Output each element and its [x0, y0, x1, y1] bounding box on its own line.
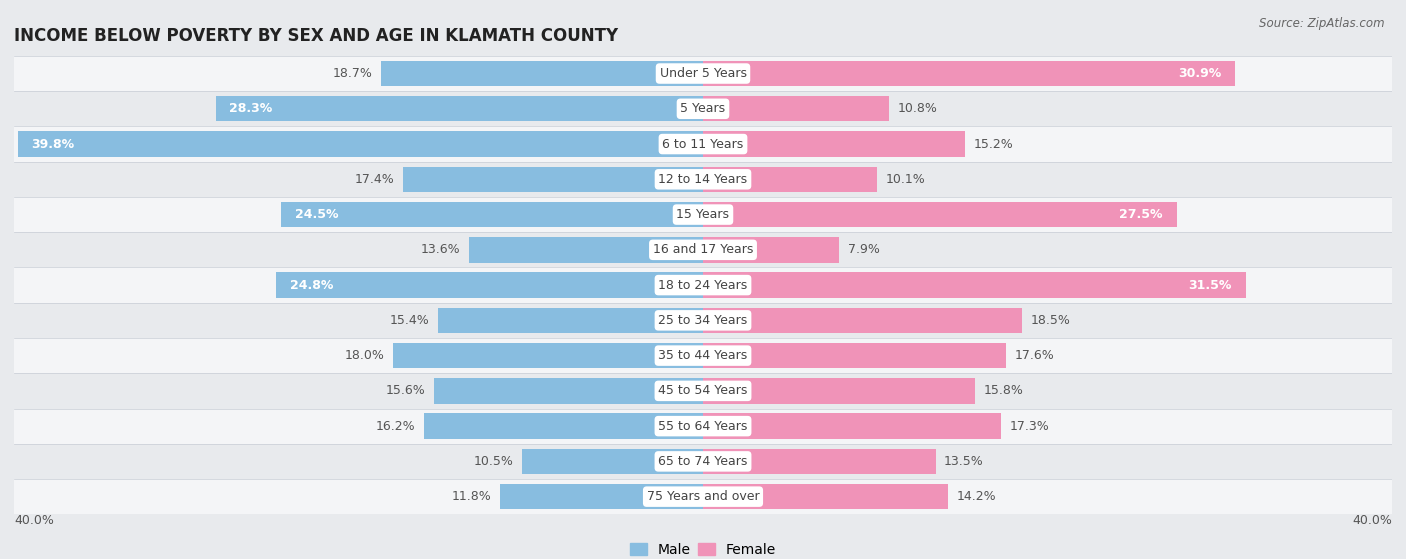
Bar	[425, 414, 703, 439]
Text: Source: ZipAtlas.com: Source: ZipAtlas.com	[1260, 17, 1385, 30]
Bar	[703, 307, 1022, 333]
Text: 11.8%: 11.8%	[451, 490, 491, 503]
Text: 15.2%: 15.2%	[973, 138, 1014, 150]
Bar	[703, 272, 1246, 298]
Bar	[14, 409, 1392, 444]
Text: 27.5%: 27.5%	[1119, 208, 1163, 221]
Text: 14.2%: 14.2%	[956, 490, 995, 503]
Bar	[434, 378, 703, 404]
Bar	[14, 338, 1392, 373]
Bar	[14, 197, 1392, 232]
Text: 24.5%: 24.5%	[295, 208, 339, 221]
Bar	[14, 56, 1392, 91]
Text: 15.8%: 15.8%	[984, 385, 1024, 397]
Text: 10.8%: 10.8%	[897, 102, 938, 115]
Bar	[14, 267, 1392, 303]
Text: 65 to 74 Years: 65 to 74 Years	[658, 455, 748, 468]
Text: 17.3%: 17.3%	[1010, 420, 1049, 433]
Legend: Male, Female: Male, Female	[624, 537, 782, 559]
Bar	[14, 232, 1392, 267]
Text: 10.1%: 10.1%	[886, 173, 925, 186]
Text: 16 and 17 Years: 16 and 17 Years	[652, 243, 754, 257]
Text: 24.8%: 24.8%	[290, 278, 333, 292]
Text: 31.5%: 31.5%	[1188, 278, 1232, 292]
Text: 15.6%: 15.6%	[387, 385, 426, 397]
Text: 13.6%: 13.6%	[420, 243, 460, 257]
Text: 75 Years and over: 75 Years and over	[647, 490, 759, 503]
Bar	[404, 167, 703, 192]
Bar	[14, 126, 1392, 162]
Text: 13.5%: 13.5%	[945, 455, 984, 468]
Text: 18 to 24 Years: 18 to 24 Years	[658, 278, 748, 292]
Text: 45 to 54 Years: 45 to 54 Years	[658, 385, 748, 397]
Bar	[703, 61, 1236, 86]
Text: 18.7%: 18.7%	[332, 67, 373, 80]
Text: 5 Years: 5 Years	[681, 102, 725, 115]
Bar	[276, 272, 703, 298]
Bar	[215, 96, 703, 121]
Bar	[703, 484, 948, 509]
Text: 16.2%: 16.2%	[375, 420, 415, 433]
Bar	[703, 131, 965, 157]
Bar	[392, 343, 703, 368]
Bar	[703, 449, 935, 474]
Bar	[14, 91, 1392, 126]
Text: INCOME BELOW POVERTY BY SEX AND AGE IN KLAMATH COUNTY: INCOME BELOW POVERTY BY SEX AND AGE IN K…	[14, 27, 619, 45]
Text: 15 Years: 15 Years	[676, 208, 730, 221]
Text: 30.9%: 30.9%	[1178, 67, 1222, 80]
Text: 39.8%: 39.8%	[31, 138, 75, 150]
Text: 18.5%: 18.5%	[1031, 314, 1070, 327]
Text: 55 to 64 Years: 55 to 64 Years	[658, 420, 748, 433]
Text: 35 to 44 Years: 35 to 44 Years	[658, 349, 748, 362]
Bar	[703, 202, 1177, 228]
Bar	[703, 378, 976, 404]
Bar	[381, 61, 703, 86]
Text: 40.0%: 40.0%	[14, 514, 53, 527]
Bar	[703, 96, 889, 121]
Text: Under 5 Years: Under 5 Years	[659, 67, 747, 80]
Text: 17.6%: 17.6%	[1015, 349, 1054, 362]
Bar	[14, 303, 1392, 338]
Bar	[522, 449, 703, 474]
Text: 6 to 11 Years: 6 to 11 Years	[662, 138, 744, 150]
Bar	[703, 414, 1001, 439]
Text: 7.9%: 7.9%	[848, 243, 880, 257]
Bar	[468, 237, 703, 263]
Bar	[14, 162, 1392, 197]
Text: 25 to 34 Years: 25 to 34 Years	[658, 314, 748, 327]
Bar	[703, 167, 877, 192]
Text: 40.0%: 40.0%	[1353, 514, 1392, 527]
Bar	[14, 479, 1392, 514]
Bar	[437, 307, 703, 333]
Bar	[14, 444, 1392, 479]
Bar	[281, 202, 703, 228]
Bar	[17, 131, 703, 157]
Bar	[14, 373, 1392, 409]
Text: 12 to 14 Years: 12 to 14 Years	[658, 173, 748, 186]
Bar	[499, 484, 703, 509]
Text: 10.5%: 10.5%	[474, 455, 513, 468]
Text: 18.0%: 18.0%	[344, 349, 384, 362]
Text: 17.4%: 17.4%	[354, 173, 395, 186]
Text: 28.3%: 28.3%	[229, 102, 273, 115]
Bar	[703, 237, 839, 263]
Bar	[703, 343, 1007, 368]
Text: 15.4%: 15.4%	[389, 314, 429, 327]
